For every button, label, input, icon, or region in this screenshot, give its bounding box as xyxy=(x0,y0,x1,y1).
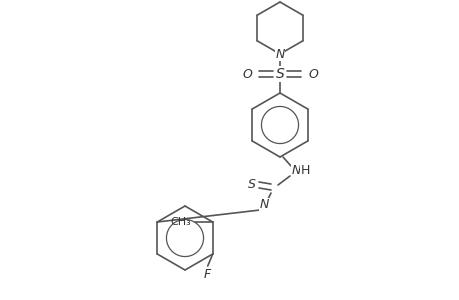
Text: S: S xyxy=(247,178,255,191)
Text: N: N xyxy=(259,199,268,212)
Text: O: O xyxy=(308,68,317,80)
Text: F: F xyxy=(204,268,211,281)
Text: CH₃: CH₃ xyxy=(169,217,190,227)
Text: H: H xyxy=(300,164,309,178)
Text: O: O xyxy=(241,68,252,80)
Text: N: N xyxy=(291,164,300,178)
Text: S: S xyxy=(275,67,284,81)
Text: N: N xyxy=(275,47,284,61)
